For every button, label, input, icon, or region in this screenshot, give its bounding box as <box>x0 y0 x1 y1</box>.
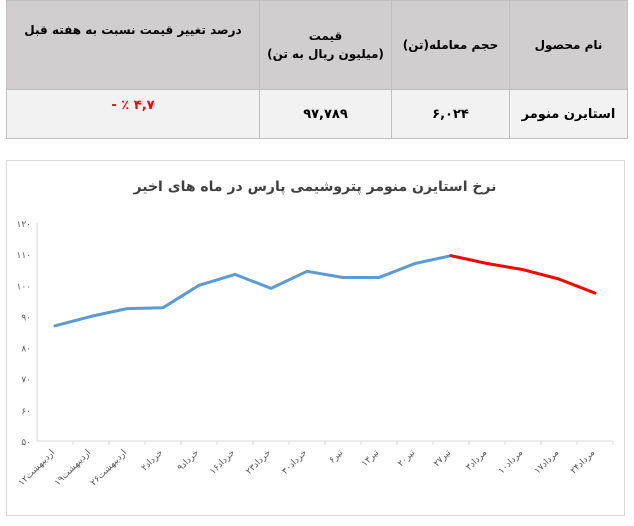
y-tick-label: ۷۰ <box>21 376 31 386</box>
cell-volume: ۶,۰۲۴ <box>391 89 510 139</box>
header-volume: حجم معامله(تن) <box>391 0 510 90</box>
cell-change: ۴,۷ ٪ - <box>6 89 260 139</box>
header-price-line2: (میلیون ریال به تن) <box>267 47 384 61</box>
y-tick-label: ۱۲۰ <box>16 220 31 230</box>
x-tick-label: ۱۳تیر <box>360 448 381 469</box>
x-tick-label: ۲۳خرداد <box>244 448 273 477</box>
y-tick-label: ۵۰ <box>21 438 31 448</box>
x-tick-label: ۱۹اردیبهشت <box>53 448 93 488</box>
cell-product: استایرن منومر <box>509 89 628 139</box>
header-price-line1: قیمت <box>308 29 343 43</box>
x-tick-label: ۹خرداد <box>176 448 201 473</box>
x-tick-label: ۳۰خرداد <box>280 448 309 477</box>
change-value: ۴,۷ ٪ - <box>111 98 155 113</box>
cell-price: ۹۷,۷۸۹ <box>259 89 392 139</box>
x-tick-label: ۱۶خرداد <box>208 448 237 477</box>
y-tick-label: ۱۰۰ <box>16 282 31 292</box>
header-product: نام محصول <box>509 0 628 90</box>
y-tick-label: ۹۰ <box>21 313 31 323</box>
x-tick-label: ۶تیر <box>327 448 345 466</box>
x-tick-label: ۱۷مرداد <box>533 448 561 476</box>
x-tick-label: ۲۰تیر <box>396 448 417 469</box>
header-price: قیمت (میلیون ریال به تن) <box>259 0 392 90</box>
x-tick-label: ۲۴مرداد <box>569 448 597 476</box>
chart-title: نرخ استایرن منومر پتروشیمی پارس در ماه ه… <box>133 179 497 195</box>
y-tick-label: ۸۰ <box>21 345 31 355</box>
header-change: درصد تغییر قیمت نسبت به هفته قبل <box>6 0 260 90</box>
line-chart: نرخ استایرن منومر پتروشیمی پارس در ماه ه… <box>16 179 614 488</box>
x-tick-label: ۲۷تیر <box>432 448 453 469</box>
y-tick-label: ۶۰ <box>21 407 31 417</box>
y-tick-label: ۱۱۰ <box>16 251 31 261</box>
x-tick-label: ۲خرداد <box>140 448 165 473</box>
summary-table: نام محصول حجم معامله(تن) قیمت (میلیون ری… <box>6 0 628 139</box>
x-tick-label: ۱۰مرداد <box>497 448 525 476</box>
chart-container: نرخ استایرن منومر پتروشیمی پارس در ماه ه… <box>6 160 625 516</box>
x-tick-label: ۲۶اردیبهشت <box>89 448 129 488</box>
x-tick-label: ۳مرداد <box>464 448 489 473</box>
series-line-segment-1 <box>53 254 453 328</box>
x-tick-label: ۱۲اردیبهشت <box>17 448 57 488</box>
series-line-segment-2 <box>449 254 597 295</box>
